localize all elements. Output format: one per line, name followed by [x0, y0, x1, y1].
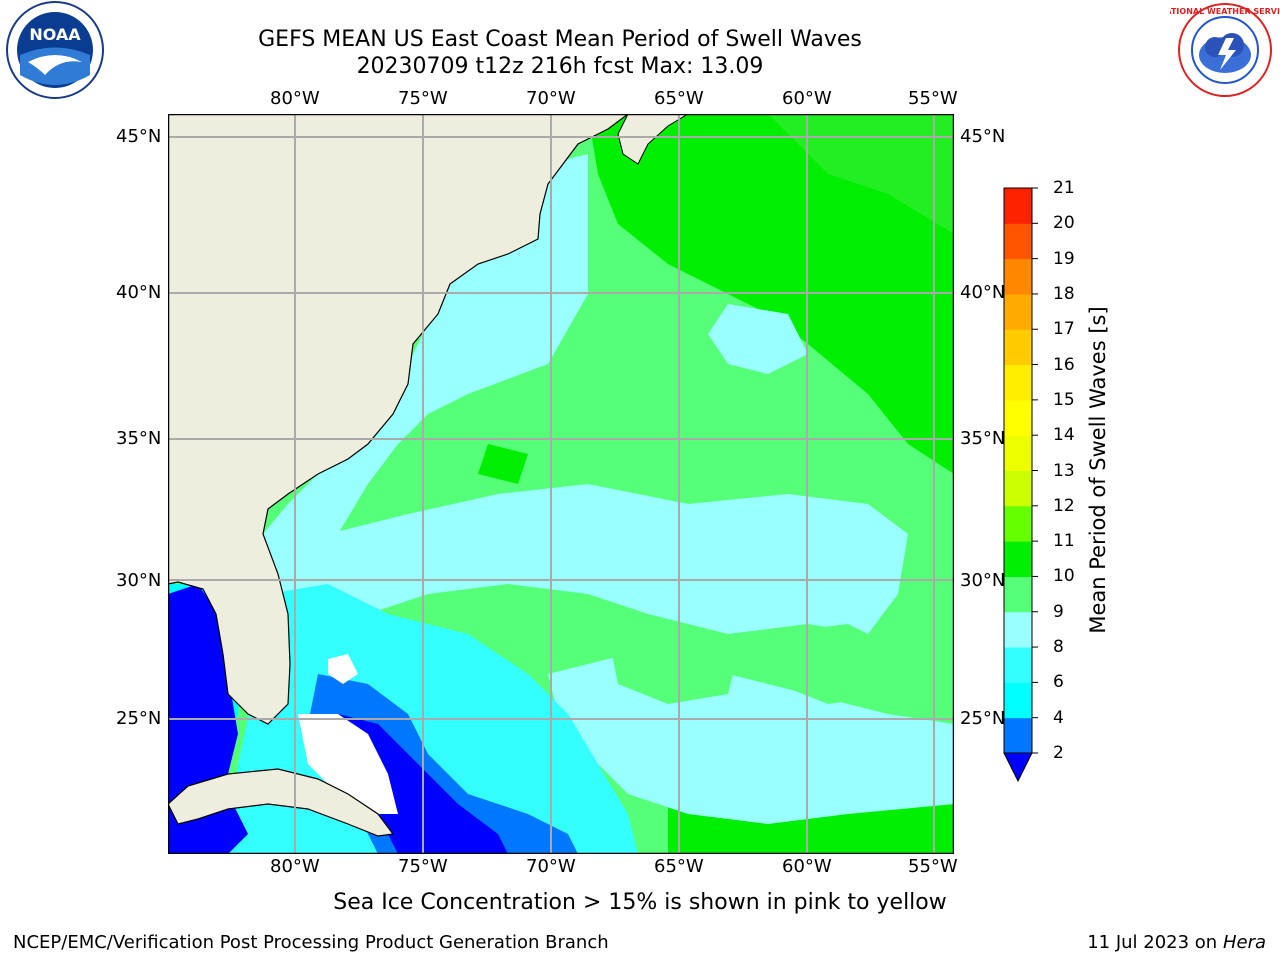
colorbar-tick-label: 13: [1053, 460, 1075, 481]
footer-date-text: 11 Jul 2023 on: [1087, 932, 1223, 953]
lat-label-right: 40°N: [960, 282, 1006, 303]
swell-zone-8-9s-coastal: [263, 154, 588, 594]
colorbar-tick-label: 6: [1053, 672, 1064, 693]
footer-machine: Hera: [1222, 932, 1266, 953]
lon-label-bottom: 65°W: [654, 856, 704, 877]
lon-label-bottom: 75°W: [398, 856, 448, 877]
lon-label-bottom: 80°W: [270, 856, 320, 877]
nws-logo-text: NATIONAL WEATHER SERVICE: [1170, 7, 1280, 16]
colorbar-tick-label: 11: [1053, 531, 1075, 552]
colorbar-segment: [1004, 541, 1032, 577]
colorbar-segment: [1004, 717, 1032, 754]
swell-period-map: [168, 114, 954, 854]
colorbar-tick-label: 18: [1053, 283, 1075, 304]
colorbar-segment: [1004, 611, 1032, 648]
colorbar: [1003, 187, 1038, 783]
colorbar-tick-label: 21: [1053, 178, 1075, 198]
cuba-land: [168, 768, 395, 837]
colorbar-segment: [1004, 399, 1032, 436]
lon-label-top: 60°W: [782, 88, 832, 109]
lat-label-left: 45°N: [116, 126, 162, 147]
swell-zone-2-4s-gulf: [168, 584, 238, 834]
nws-logo: NATIONAL WEATHER SERVICE: [1170, 3, 1280, 97]
lon-label-bottom: 55°W: [908, 856, 958, 877]
colorbar-tick-label: 4: [1053, 707, 1064, 728]
footer-credit: NCEP/EMC/Verification Post Processing Pr…: [13, 932, 609, 953]
no-data-bahamas-bank: [298, 714, 398, 814]
lat-label-left: 35°N: [116, 428, 162, 449]
noaa-logo-text: NOAA: [29, 25, 81, 44]
lat-label-left: 40°N: [116, 282, 162, 303]
colorbar-segment: [1004, 505, 1032, 542]
colorbar-extend-arrow: [1003, 752, 1033, 783]
no-data-bahamas-north: [328, 654, 358, 684]
lon-label-top: 65°W: [654, 88, 704, 109]
lat-label-right: 35°N: [960, 428, 1006, 449]
map-subtitle: 20230709 t12z 216h fcst Max: 13.09: [356, 54, 764, 79]
swell-zone-10-11s-north: [768, 114, 954, 234]
colorbar-segment: [1004, 364, 1032, 401]
colorbar-tick-label: 2: [1053, 743, 1064, 763]
lon-label-top: 75°W: [398, 88, 448, 109]
lon-label-bottom: 70°W: [526, 856, 576, 877]
lat-label-left: 30°N: [116, 570, 162, 591]
colorbar-tick-label: 8: [1053, 637, 1064, 658]
colorbar-segment: [1004, 576, 1032, 613]
colorbar-segment: [1004, 293, 1032, 330]
lon-label-top: 70°W: [526, 88, 576, 109]
sea-ice-note: Sea Ice Concentration > 15% is shown in …: [333, 890, 947, 915]
swell-patch-9-10s: [608, 624, 738, 704]
map-border: [168, 114, 954, 854]
swell-patch-10-11s: [478, 444, 528, 484]
lat-label-right: 45°N: [960, 126, 1006, 147]
colorbar-segment: [1004, 223, 1032, 260]
colorbar-tick-label: 14: [1053, 425, 1075, 446]
colorbar-tick-label: 20: [1053, 213, 1075, 234]
footer-date: 11 Jul 2023 on Hera: [1087, 932, 1266, 953]
colorbar-tick-label: 16: [1053, 354, 1075, 375]
colorbar-tick-label: 17: [1053, 319, 1075, 340]
swell-patch-9-10s-east: [768, 624, 908, 704]
lon-label-top: 80°W: [270, 88, 320, 109]
colorbar-tick-label: 10: [1053, 566, 1075, 587]
colorbar-segment: [1004, 188, 1032, 224]
lat-label-left: 25°N: [116, 708, 162, 729]
lat-label-right: 25°N: [960, 708, 1006, 729]
us-east-coast-land: [168, 114, 629, 725]
lon-label-bottom: 60°W: [782, 856, 832, 877]
colorbar-segment: [1004, 329, 1032, 366]
lon-label-top: 55°W: [908, 88, 958, 109]
colorbar-segment: [1004, 470, 1032, 507]
colorbar-tick-label: 9: [1053, 601, 1064, 622]
colorbar-tick-label: 19: [1053, 248, 1075, 269]
graticule: [168, 114, 954, 854]
colorbar-tick-label: 15: [1053, 389, 1075, 410]
colorbar-segment: [1004, 258, 1032, 295]
colorbar-title: Mean Period of Swell Waves [s]: [1086, 306, 1110, 634]
colorbar-segment: [1004, 647, 1032, 683]
swell-zone-8-9s-offshore: [708, 304, 808, 374]
colorbar-segment: [1004, 435, 1032, 471]
noaa-logo: NOAA: [6, 1, 104, 99]
map-title: GEFS MEAN US East Coast Mean Period of S…: [258, 27, 862, 52]
colorbar-segment: [1004, 682, 1032, 719]
swell-zone-8-9s-central: [288, 484, 908, 634]
lat-label-right: 30°N: [960, 570, 1006, 591]
colorbar-tick-label: 12: [1053, 495, 1075, 516]
